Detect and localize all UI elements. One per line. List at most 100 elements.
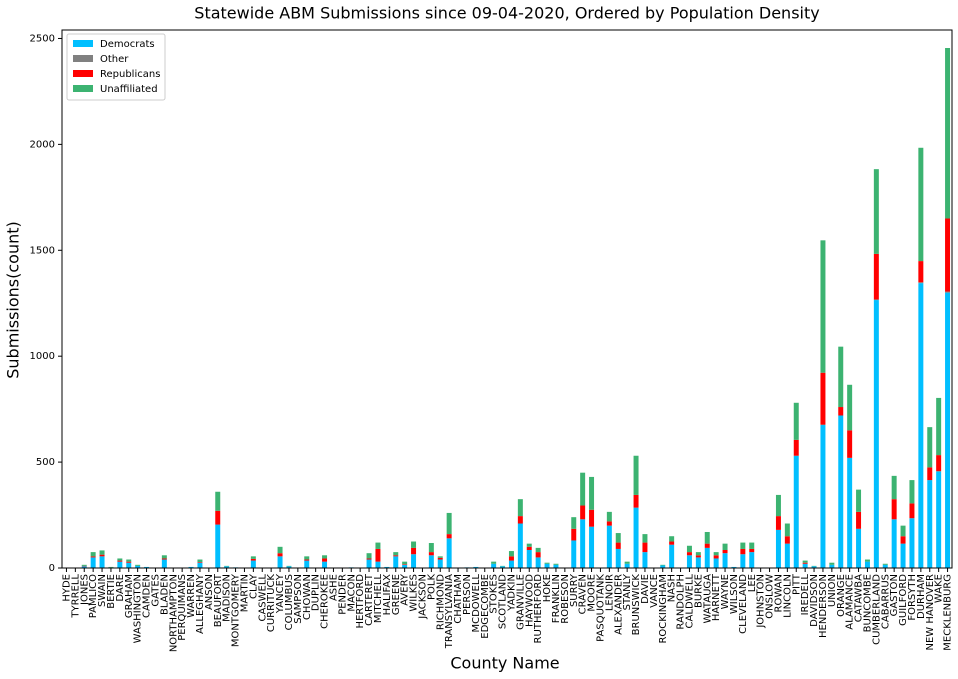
x-tick-label: DURHAM bbox=[916, 574, 927, 619]
bar-segment bbox=[535, 557, 541, 568]
bar-segment bbox=[508, 551, 514, 557]
bar-segment bbox=[99, 550, 105, 555]
x-tick-label: RICHMOND bbox=[435, 574, 446, 630]
x-tick-label: SCOTLAND bbox=[498, 574, 509, 629]
bar-segment bbox=[117, 561, 123, 568]
bar-segment bbox=[517, 499, 523, 517]
bar-segment bbox=[615, 542, 621, 549]
bar-segment bbox=[428, 552, 434, 556]
x-tick-label: WATAUGA bbox=[702, 574, 713, 624]
x-tick-label: CLEVELAND bbox=[738, 574, 749, 634]
bar-segment bbox=[936, 397, 942, 456]
x-tick-label: ANSON bbox=[204, 574, 215, 610]
bar-segment bbox=[393, 556, 399, 568]
bar-segment bbox=[686, 545, 692, 553]
x-tick-label: ALAMANCE bbox=[845, 574, 856, 630]
bar-segment bbox=[606, 511, 612, 522]
bar-segment bbox=[197, 562, 203, 563]
bar-segment bbox=[873, 299, 879, 301]
x-tick-label: CRAVEN bbox=[578, 574, 589, 614]
bar-segment bbox=[838, 407, 844, 416]
x-tick-label: HARNETT bbox=[711, 573, 722, 621]
bar-segment bbox=[589, 509, 595, 527]
bar-segment bbox=[900, 543, 906, 568]
bar-segment bbox=[945, 292, 951, 568]
x-tick-label: GRAHAM bbox=[124, 574, 135, 618]
x-tick-label: CHOWAN bbox=[302, 574, 313, 620]
y-tick-label: 500 bbox=[36, 457, 55, 468]
bar-segment bbox=[802, 562, 808, 564]
bar-segment bbox=[793, 439, 799, 456]
bar-segment bbox=[589, 476, 595, 510]
bar-segment bbox=[802, 563, 808, 568]
bar-segment bbox=[375, 542, 381, 549]
bar-segment bbox=[304, 559, 310, 561]
x-tick-label: CATAWBA bbox=[854, 574, 865, 622]
bar-segment bbox=[784, 523, 790, 537]
bar-segment bbox=[686, 555, 692, 568]
x-tick-label: BEAUFORT bbox=[213, 573, 224, 627]
x-tick-label: ROWAN bbox=[773, 574, 784, 612]
bar-segment bbox=[633, 494, 639, 508]
bar-segment bbox=[820, 425, 826, 568]
x-tick-label: BUNCOMBE bbox=[862, 574, 873, 632]
x-tick-label: BRUNSWICK bbox=[631, 574, 642, 636]
legend-label: Unaffiliated bbox=[100, 84, 158, 95]
bar-segment bbox=[891, 475, 897, 500]
x-tick-label: WAYNE bbox=[720, 574, 731, 609]
x-tick-label: MCDOWELL bbox=[471, 574, 482, 633]
x-tick-label: GRANVILLE bbox=[515, 574, 526, 630]
bar-segment bbox=[99, 554, 105, 557]
bar-segment bbox=[580, 519, 586, 568]
bar-segment bbox=[428, 543, 434, 553]
bar-segment bbox=[793, 402, 799, 440]
bar-segment bbox=[491, 563, 497, 568]
x-tick-label: MOORE bbox=[587, 574, 598, 612]
bar-segment bbox=[215, 510, 221, 525]
bar-segment bbox=[873, 253, 879, 300]
bar-segment bbox=[695, 557, 701, 568]
bar-segment bbox=[144, 566, 150, 568]
bar-segment bbox=[918, 147, 924, 262]
bar-segment bbox=[411, 541, 417, 548]
bar-segment bbox=[704, 547, 710, 568]
y-tick-label: 2000 bbox=[30, 139, 55, 150]
bar-segment bbox=[446, 538, 452, 568]
bar-segment bbox=[526, 543, 532, 547]
bar-segment bbox=[713, 552, 719, 556]
bar-segment bbox=[775, 494, 781, 517]
bar-segment bbox=[811, 566, 817, 568]
bar-segment bbox=[838, 415, 844, 568]
y-tick-label: 2500 bbox=[30, 33, 55, 44]
bar-segment bbox=[161, 559, 167, 568]
bar-segment bbox=[749, 542, 755, 549]
x-tick-label: HYDE bbox=[61, 574, 72, 602]
bar-segment bbox=[660, 565, 666, 568]
x-tick-label: POLK bbox=[426, 574, 437, 600]
bar-segment bbox=[927, 480, 933, 568]
bar-segment bbox=[713, 558, 719, 568]
x-tick-label: YANCEY bbox=[275, 573, 286, 614]
bar-segment bbox=[322, 555, 328, 559]
bar-segment bbox=[900, 525, 906, 537]
bar-segment bbox=[81, 566, 87, 568]
bar-segment bbox=[589, 526, 595, 568]
bar-segment bbox=[437, 557, 443, 560]
bar-segment bbox=[571, 528, 577, 541]
bar-segment bbox=[277, 556, 283, 568]
bar-segment bbox=[135, 565, 141, 568]
x-tick-label: MACON bbox=[346, 574, 357, 612]
bar-segment bbox=[882, 564, 888, 568]
bar-segment bbox=[553, 563, 559, 565]
bar-segment bbox=[936, 470, 942, 472]
bar-segment bbox=[918, 282, 924, 284]
bar-segment bbox=[446, 534, 452, 539]
x-tick-label: YADKIN bbox=[506, 574, 517, 612]
bar-segment bbox=[847, 430, 853, 458]
bar-segment bbox=[793, 455, 799, 568]
x-tick-label: HAYWOOD bbox=[524, 574, 535, 627]
bar-segment bbox=[517, 516, 523, 524]
bar-segment bbox=[740, 548, 746, 555]
bar-segment bbox=[918, 261, 924, 283]
x-tick-label: HERTFORD bbox=[355, 574, 366, 629]
